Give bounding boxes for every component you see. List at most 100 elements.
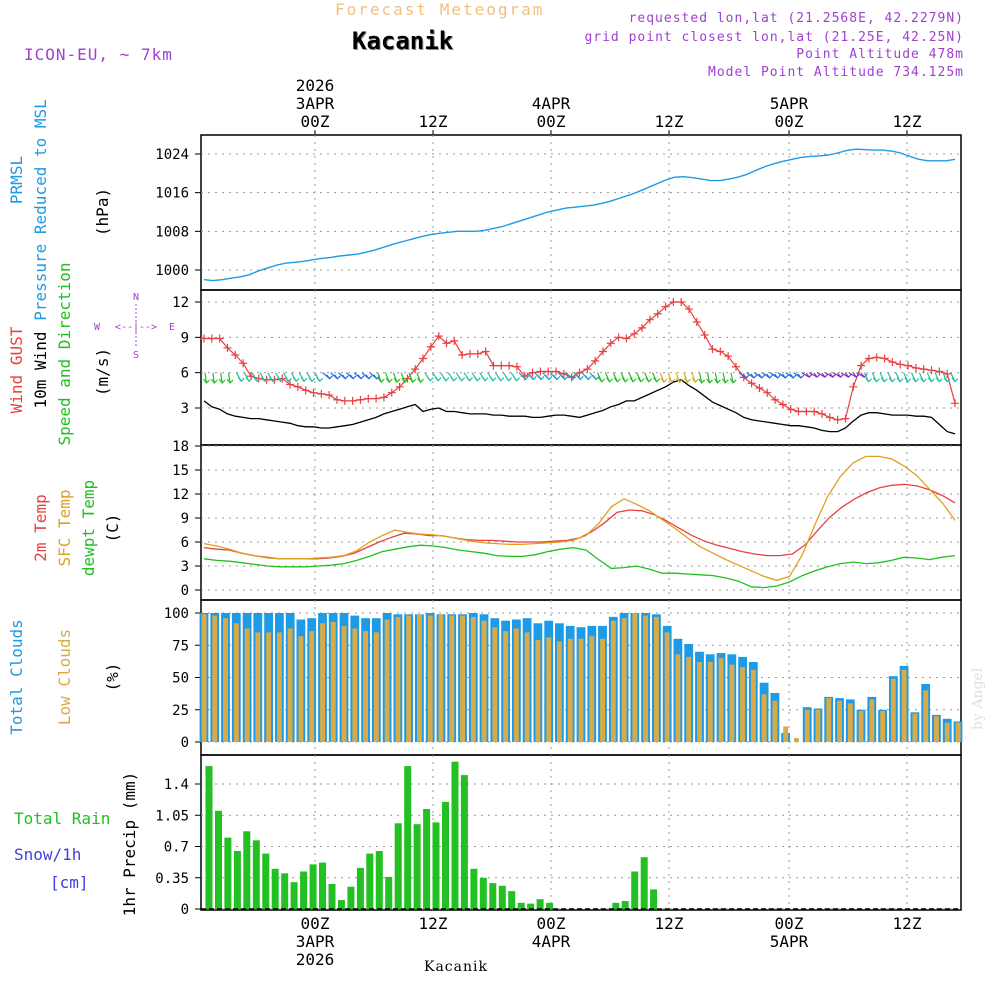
- clouds-ytick-label: 75: [172, 638, 189, 654]
- clouds-ytick-label: 0: [181, 735, 189, 751]
- low-cloud-bar: [513, 628, 519, 742]
- wind-direction-arrowhead: [698, 378, 706, 384]
- wind-direction-arrowhead: [606, 377, 613, 383]
- temperature-ytick-label: 15: [172, 463, 189, 479]
- wind-gust-marker: [442, 339, 451, 348]
- clouds-ylabel-total: Total Clouds: [7, 619, 26, 735]
- wind-direction-arrowhead: [308, 376, 316, 383]
- wind-gust-marker: [802, 407, 811, 416]
- precip-ytick-label: 0: [181, 902, 189, 918]
- precip-ytick-label: 0.7: [164, 840, 189, 856]
- rain-bar: [498, 885, 506, 909]
- rain-bar: [650, 889, 658, 909]
- wind-direction-arrowhead: [442, 376, 450, 382]
- top-time-label: 3APR: [296, 94, 335, 113]
- temp-ylabel-sfc: SFC Temp: [55, 489, 74, 566]
- wind-ytick-label: 9: [181, 330, 189, 346]
- wind-direction-arrowhead: [844, 372, 852, 379]
- wind-direction-arrowhead: [592, 375, 600, 381]
- temp-ylabel-dewpt: dewpt Temp: [79, 480, 98, 576]
- low-cloud-bar: [406, 615, 412, 742]
- rain-bar: [423, 809, 431, 909]
- low-cloud-bar: [621, 618, 627, 742]
- wind-direction-arrowhead: [377, 377, 385, 384]
- low-cloud-bar: [244, 628, 250, 742]
- wind-gust-marker: [771, 395, 780, 404]
- compass-w: W: [94, 322, 101, 333]
- pressure-unit-label: (hPa): [93, 188, 112, 236]
- wind-gust-marker: [512, 362, 521, 371]
- rain-bar: [451, 761, 459, 909]
- wind-direction-arrowhead: [668, 377, 676, 384]
- wind-direction-arrow: [730, 372, 734, 383]
- wind-direction-arrowhead: [706, 378, 713, 384]
- wind-gust-marker: [645, 315, 654, 324]
- wind-direction-arrowhead: [385, 377, 393, 384]
- wind-direction-arrowhead: [691, 377, 699, 384]
- compass-arrows: <--|-->: [115, 322, 157, 333]
- wind-direction-arrowhead: [797, 373, 805, 379]
- location-title: Kacanik: [352, 27, 454, 55]
- wind-direction-arrowhead: [365, 374, 373, 380]
- model-point-altitude: Model Point Altitude 734.125m: [708, 65, 964, 80]
- wind-direction-arrowhead: [813, 372, 821, 379]
- low-cloud-bar: [826, 698, 832, 742]
- top-time-label: 12Z: [655, 112, 684, 131]
- rain-bar: [252, 840, 260, 910]
- bottom-time-label: 12Z: [419, 914, 448, 933]
- wind-direction-arrowhead: [489, 376, 497, 382]
- low-cloud-bar: [449, 615, 455, 742]
- rain-bar: [394, 823, 402, 909]
- wind-direction-arrowhead: [773, 373, 781, 379]
- bottom-time-label: 4APR: [532, 932, 571, 951]
- temp-2m-line: [203, 483, 956, 560]
- wind-gust-marker: [231, 351, 240, 359]
- wind-gust-marker: [857, 361, 866, 370]
- top-time-label: 12Z: [893, 112, 922, 131]
- wind-direction-arrowhead: [852, 372, 860, 379]
- wind-direction-arrowhead: [576, 375, 584, 381]
- low-cloud-bar: [740, 667, 745, 742]
- wind-gust-marker: [254, 374, 263, 383]
- low-cloud-bar: [535, 640, 541, 742]
- low-cloud-bar: [309, 631, 315, 742]
- wind-direction-arrowhead: [613, 377, 621, 383]
- precip-panel-frame: [200, 754, 962, 911]
- wind-gust-marker: [661, 302, 670, 311]
- low-cloud-bar: [934, 716, 939, 742]
- wind-direction-arrowhead: [629, 377, 637, 383]
- wind-gust-marker: [731, 362, 740, 371]
- wind-gust-marker: [685, 305, 694, 314]
- wind-direction-arrowhead: [553, 375, 561, 381]
- wind-direction-arrowhead: [713, 378, 721, 384]
- low-cloud-bar: [460, 615, 465, 742]
- low-cloud-bar: [373, 632, 379, 742]
- rain-bar: [224, 837, 232, 909]
- rain-bar: [366, 853, 374, 909]
- wind-gust-marker: [536, 367, 545, 376]
- temp-ylabel-2m: 2m Temp: [31, 494, 50, 561]
- wind-direction-arrow: [212, 372, 215, 384]
- rain-bar: [233, 851, 241, 909]
- low-cloud-bar: [750, 669, 756, 742]
- wind-gust-marker: [293, 382, 302, 391]
- wind-gust-marker: [497, 361, 506, 370]
- clouds-unit-label: (%): [103, 663, 122, 692]
- wind-gust-marker: [724, 352, 733, 361]
- low-cloud-bar: [718, 658, 724, 742]
- low-cloud-bar: [492, 627, 498, 742]
- wind-direction-arrowhead: [880, 377, 888, 383]
- rain-bar: [470, 868, 478, 909]
- clouds-ytick-label: 25: [172, 703, 189, 719]
- low-cloud-bar: [632, 613, 638, 742]
- wind-gust-marker: [614, 333, 623, 342]
- wind-direction-arrowhead: [621, 377, 629, 383]
- wind-unit-label: (m/s): [93, 348, 112, 396]
- requested-coords: requested lon,lat (21.2568E, 42.2279N): [628, 11, 964, 26]
- wind-gust-marker: [411, 365, 420, 374]
- wind-direction-arrow: [706, 372, 711, 383]
- low-cloud-bar: [427, 615, 433, 742]
- wind-direction-arrowhead: [742, 373, 750, 379]
- wind-gust-line: [204, 301, 956, 421]
- bottom-time-label: 00Z: [537, 914, 566, 933]
